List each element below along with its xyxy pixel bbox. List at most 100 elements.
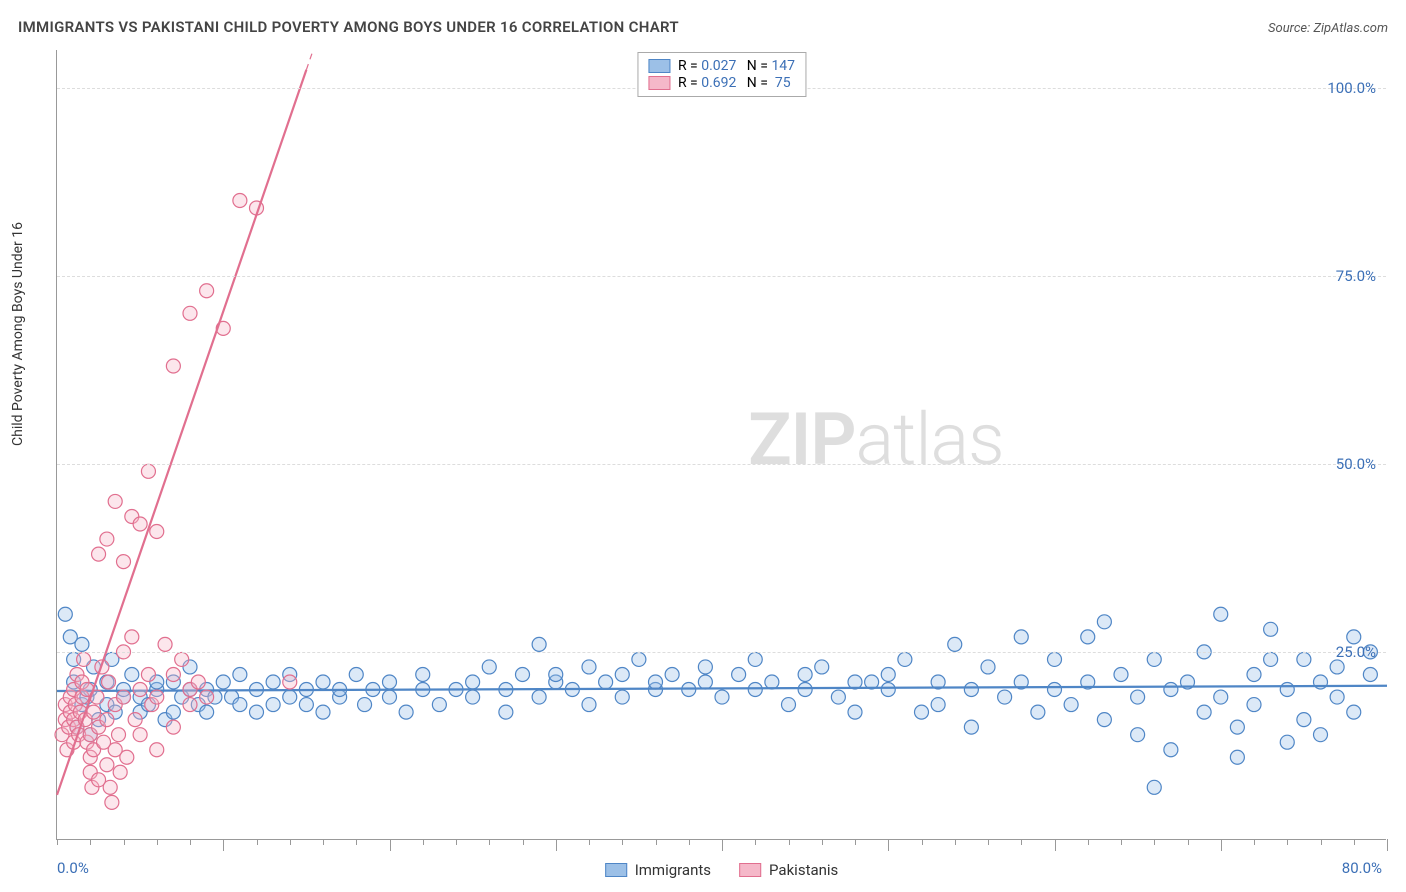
data-point [964, 683, 978, 697]
data-point [482, 660, 496, 674]
gridline [57, 652, 1386, 653]
x-tick [124, 839, 125, 845]
data-point [133, 517, 147, 531]
data-point [1097, 713, 1111, 727]
legend-swatch [648, 76, 670, 90]
data-point [715, 690, 729, 704]
data-point [1097, 615, 1111, 629]
data-point [615, 667, 629, 681]
data-point [998, 690, 1012, 704]
x-tick [888, 839, 889, 851]
x-tick [1088, 839, 1089, 845]
x-tick [1254, 839, 1255, 845]
data-point [128, 713, 142, 727]
data-point [316, 705, 330, 719]
x-tick [157, 839, 158, 845]
data-point [299, 698, 313, 712]
data-point [112, 728, 126, 742]
data-point [1164, 683, 1178, 697]
x-tick [1021, 839, 1022, 845]
x-tick [1055, 839, 1056, 851]
data-point [125, 667, 139, 681]
data-point [92, 547, 106, 561]
data-point [782, 698, 796, 712]
data-point [1363, 667, 1377, 681]
data-point [200, 705, 214, 719]
data-point [58, 607, 72, 621]
data-point [1164, 743, 1178, 757]
x-axis-start-label: 0.0% [57, 859, 89, 877]
data-point [283, 690, 297, 704]
data-point [798, 683, 812, 697]
x-tick [1188, 839, 1189, 845]
data-point [1048, 652, 1062, 666]
data-point [233, 667, 247, 681]
data-point [105, 795, 119, 809]
x-tick [190, 839, 191, 845]
data-point [1197, 705, 1211, 719]
data-point [166, 667, 180, 681]
x-tick [223, 839, 224, 851]
data-point [358, 698, 372, 712]
data-point [103, 780, 117, 794]
data-point [1230, 750, 1244, 764]
data-point [141, 667, 155, 681]
data-point [166, 359, 180, 373]
data-point [582, 660, 596, 674]
data-point [150, 690, 164, 704]
data-point [266, 675, 280, 689]
data-point [532, 690, 546, 704]
data-point [1347, 705, 1361, 719]
data-point [266, 698, 280, 712]
correlation-legend: R = 0.027 N = 147R = 0.692 N = 75 [637, 52, 806, 97]
data-point [117, 555, 131, 569]
data-point [100, 713, 114, 727]
data-point [108, 494, 122, 508]
data-point [141, 464, 155, 478]
series-legend: ImmigrantsPakistanis [605, 861, 839, 879]
data-point [1264, 652, 1278, 666]
x-tick [556, 839, 557, 851]
data-point [125, 630, 139, 644]
data-point [698, 660, 712, 674]
data-point [599, 675, 613, 689]
x-tick [955, 839, 956, 845]
data-point [316, 675, 330, 689]
data-point [1280, 735, 1294, 749]
data-point [175, 652, 189, 666]
legend-label: Immigrants [635, 861, 711, 879]
data-point [649, 675, 663, 689]
data-point [233, 698, 247, 712]
data-point [1297, 713, 1311, 727]
data-point [1330, 660, 1344, 674]
x-tick [489, 839, 490, 845]
trend-line-dashed [306, 50, 313, 70]
legend-swatch [648, 59, 670, 73]
x-tick [622, 839, 623, 845]
legend-swatch [739, 863, 761, 877]
x-tick [1387, 839, 1388, 851]
legend-stats: R = 0.692 N = 75 [678, 75, 791, 91]
data-point [931, 698, 945, 712]
data-point [117, 690, 131, 704]
data-point [166, 705, 180, 719]
data-point [349, 667, 363, 681]
data-point [549, 667, 563, 681]
data-point [133, 683, 147, 697]
data-point [1131, 728, 1145, 742]
source-attribution: Source: ZipAtlas.com [1268, 21, 1388, 36]
data-point [981, 660, 995, 674]
chart-title: IMMIGRANTS VS PAKISTANI CHILD POVERTY AM… [18, 18, 679, 36]
data-point [732, 667, 746, 681]
data-point [1114, 667, 1128, 681]
data-point [77, 652, 91, 666]
x-tick [689, 839, 690, 845]
x-tick [988, 839, 989, 845]
data-point [233, 193, 247, 207]
data-point [150, 525, 164, 539]
data-point [1247, 698, 1261, 712]
legend-row: R = 0.027 N = 147 [648, 58, 795, 74]
data-point [100, 758, 114, 772]
legend-swatch [605, 863, 627, 877]
gridline [57, 276, 1386, 277]
